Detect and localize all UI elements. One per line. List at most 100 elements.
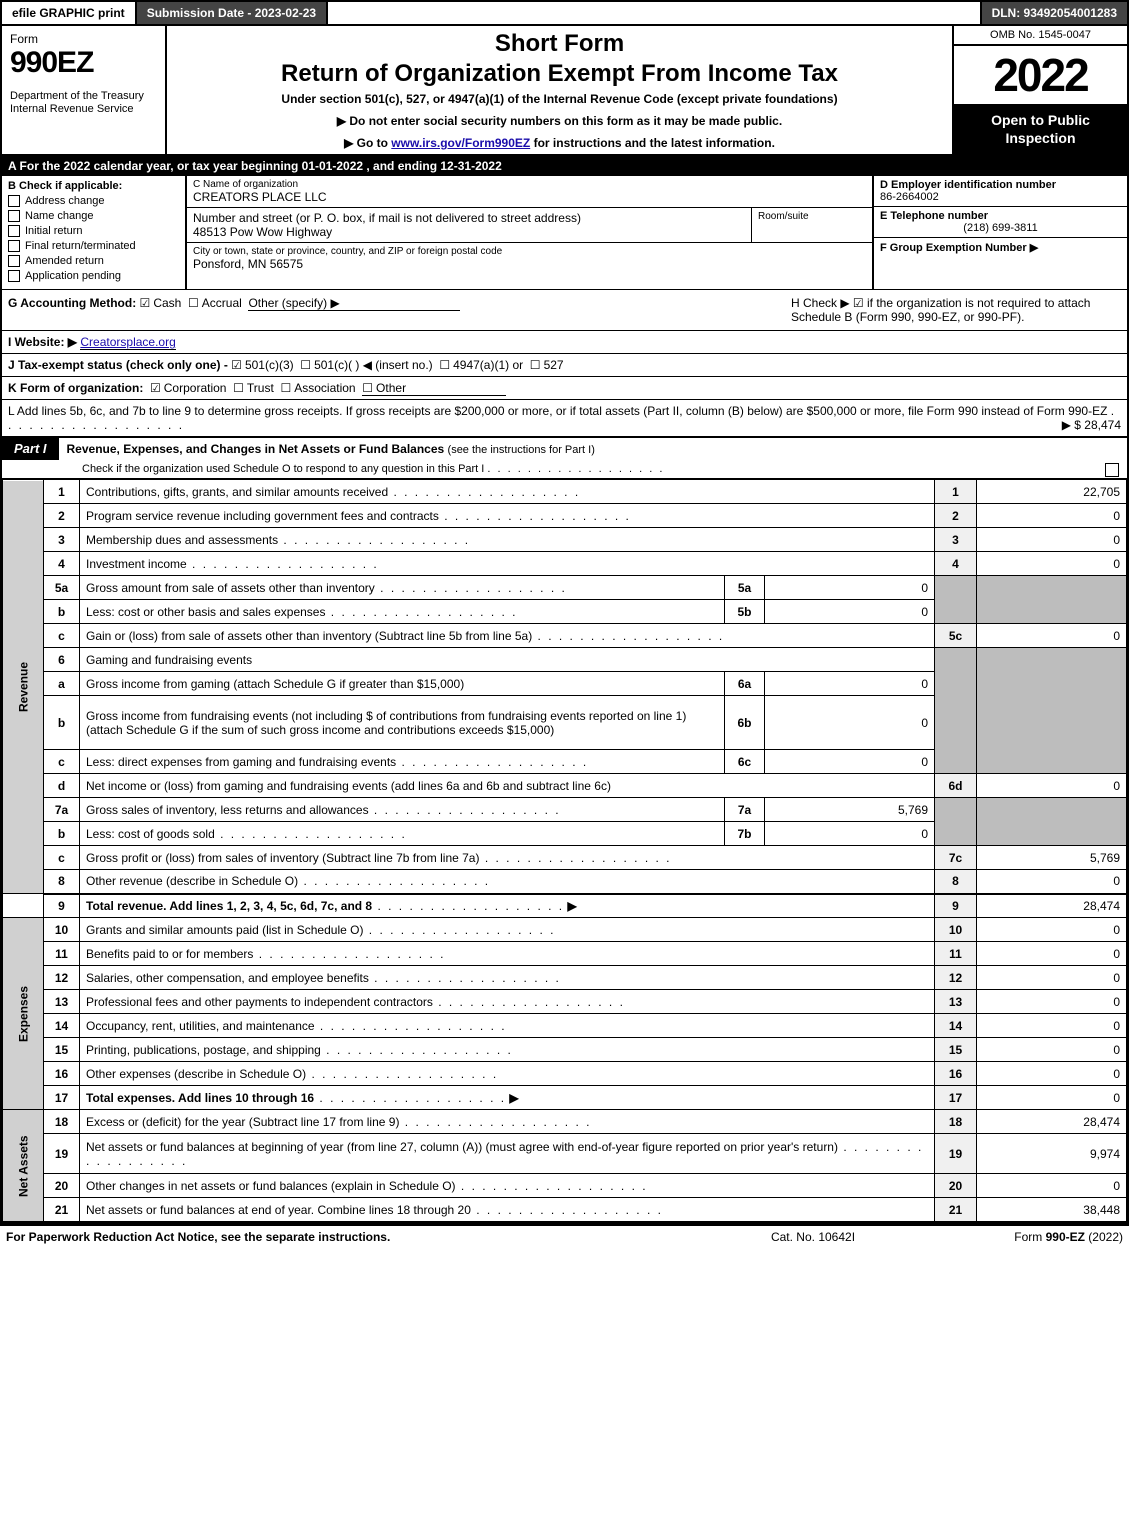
line-number: 16 xyxy=(44,1062,80,1086)
desc-text: Investment income xyxy=(86,557,187,571)
footer-right: Form 990-EZ (2022) xyxy=(923,1230,1123,1244)
dots-icon xyxy=(253,947,445,961)
line-value: 0 xyxy=(977,504,1127,528)
line-desc: Gross profit or (loss) from sales of inv… xyxy=(80,846,935,870)
k-other[interactable]: Other xyxy=(362,381,506,396)
line-number: 5a xyxy=(44,576,80,600)
line-desc: Benefits paid to or for members xyxy=(80,942,935,966)
h-text: H Check ▶ ☑ if the organization is not r… xyxy=(791,296,1090,324)
dots-icon xyxy=(456,1179,648,1193)
row-k-form-org: K Form of organization: Corporation Trus… xyxy=(2,377,1127,400)
part-i-title-note: (see the instructions for Part I) xyxy=(448,444,595,456)
line-ref: 20 xyxy=(935,1174,977,1198)
table-row: 5a Gross amount from sale of assets othe… xyxy=(3,576,1127,600)
footer-right-pre: Form xyxy=(1014,1230,1045,1244)
schedule-b-check: H Check ▶ ☑ if the organization is not r… xyxy=(791,296,1121,324)
line-number: 2 xyxy=(44,504,80,528)
mid-ref: 6b xyxy=(725,696,765,750)
dots-icon xyxy=(314,1091,506,1105)
line-number: c xyxy=(44,846,80,870)
line-ref: 13 xyxy=(935,990,977,1014)
city-value: Ponsford, MN 56575 xyxy=(193,257,866,271)
tax-year: 2022 xyxy=(954,46,1127,106)
line-desc: Less: cost of goods sold xyxy=(80,822,725,846)
line-number: d xyxy=(44,774,80,798)
table-row: 6 Gaming and fundraising events xyxy=(3,648,1127,672)
check-address-change[interactable]: Address change xyxy=(8,195,179,207)
form-number: 990EZ xyxy=(10,46,157,80)
table-row: 11 Benefits paid to or for members 11 0 xyxy=(3,942,1127,966)
revenue-vlabel: Revenue xyxy=(3,480,44,894)
table-row: Expenses 10 Grants and similar amounts p… xyxy=(3,918,1127,942)
note-url-pre: ▶ Go to xyxy=(344,136,391,150)
mid-value: 0 xyxy=(765,600,935,624)
g-accrual[interactable]: Accrual xyxy=(188,296,242,310)
form-subtitle: Under section 501(c), 527, or 4947(a)(1)… xyxy=(175,92,944,106)
j-501c[interactable]: 501(c)( ) ◀ (insert no.) xyxy=(300,358,432,372)
table-row: 4 Investment income 4 0 xyxy=(3,552,1127,576)
check-application-pending[interactable]: Application pending xyxy=(8,270,179,282)
line-number: c xyxy=(44,624,80,648)
check-amended-return[interactable]: Amended return xyxy=(8,255,179,267)
irs-link[interactable]: www.irs.gov/Form990EZ xyxy=(391,136,530,150)
line-value: 28,474 xyxy=(977,1110,1127,1134)
line-number: 1 xyxy=(44,480,80,504)
shaded-cell xyxy=(935,798,977,846)
desc-text: Net assets or fund balances at beginning… xyxy=(86,1140,838,1154)
table-row: 19 Net assets or fund balances at beginn… xyxy=(3,1134,1127,1174)
footer-right-post: (2022) xyxy=(1085,1230,1123,1244)
line-desc: Program service revenue including govern… xyxy=(80,504,935,528)
dots-icon xyxy=(479,851,671,865)
schedule-o-check-row: Check if the organization used Schedule … xyxy=(2,460,1127,479)
line-ref: 21 xyxy=(935,1198,977,1222)
check-name-change[interactable]: Name change xyxy=(8,210,179,222)
line-number: 19 xyxy=(44,1134,80,1174)
dots-icon xyxy=(369,803,561,817)
line-number: 12 xyxy=(44,966,80,990)
line-desc: Gain or (loss) from sale of assets other… xyxy=(80,624,935,648)
l-text: L Add lines 5b, 6c, and 7b to line 9 to … xyxy=(8,404,1107,418)
table-row: c Gross profit or (loss) from sales of i… xyxy=(3,846,1127,870)
efile-label[interactable]: efile GRAPHIC print xyxy=(2,2,137,24)
line-number: 15 xyxy=(44,1038,80,1062)
line-ref: 15 xyxy=(935,1038,977,1062)
mid-value: 0 xyxy=(765,822,935,846)
street-caption: Number and street (or P. O. box, if mail… xyxy=(193,211,745,225)
g-other[interactable]: Other (specify) ▶ xyxy=(248,296,459,311)
table-row: c Gain or (loss) from sale of assets oth… xyxy=(3,624,1127,648)
j-501c3[interactable]: 501(c)(3) xyxy=(231,358,293,372)
page-footer: For Paperwork Reduction Act Notice, see … xyxy=(0,1224,1129,1248)
check-final-return[interactable]: Final return/terminated xyxy=(8,240,179,252)
j-4947[interactable]: 4947(a)(1) or xyxy=(439,358,523,372)
k-corporation[interactable]: Corporation xyxy=(150,381,226,395)
table-row: 13 Professional fees and other payments … xyxy=(3,990,1127,1014)
g-label: G Accounting Method: xyxy=(8,296,136,310)
dots-icon xyxy=(363,923,555,937)
line-desc: Gross amount from sale of assets other t… xyxy=(80,576,725,600)
table-row: 14 Occupancy, rent, utilities, and maint… xyxy=(3,1014,1127,1038)
line-number: 17 xyxy=(44,1086,80,1110)
line-ref: 9 xyxy=(935,894,977,918)
ein-label: D Employer identification number xyxy=(880,179,1121,191)
desc-text: Gross profit or (loss) from sales of inv… xyxy=(86,851,479,865)
check-initial-return[interactable]: Initial return xyxy=(8,225,179,237)
table-row: 3 Membership dues and assessments 3 0 xyxy=(3,528,1127,552)
line-value: 0 xyxy=(977,624,1127,648)
line-value: 5,769 xyxy=(977,846,1127,870)
line-value: 0 xyxy=(977,528,1127,552)
k-association[interactable]: Association xyxy=(280,381,355,395)
g-cash[interactable]: Cash xyxy=(140,296,182,310)
k-trust[interactable]: Trust xyxy=(233,381,274,395)
line-value: 0 xyxy=(977,942,1127,966)
line-value: 0 xyxy=(977,870,1127,894)
block-b-to-f: B Check if applicable: Address change Na… xyxy=(2,176,1127,290)
desc-text: Other revenue (describe in Schedule O) xyxy=(86,874,298,888)
j-527[interactable]: 527 xyxy=(530,358,564,372)
website-link[interactable]: Creatorsplace.org xyxy=(80,335,175,350)
dots-icon xyxy=(321,1043,513,1057)
checkbox-icon[interactable] xyxy=(1105,463,1119,477)
line-ref: 4 xyxy=(935,552,977,576)
line-ref: 2 xyxy=(935,504,977,528)
line-ref: 1 xyxy=(935,480,977,504)
line-desc: Other expenses (describe in Schedule O) xyxy=(80,1062,935,1086)
